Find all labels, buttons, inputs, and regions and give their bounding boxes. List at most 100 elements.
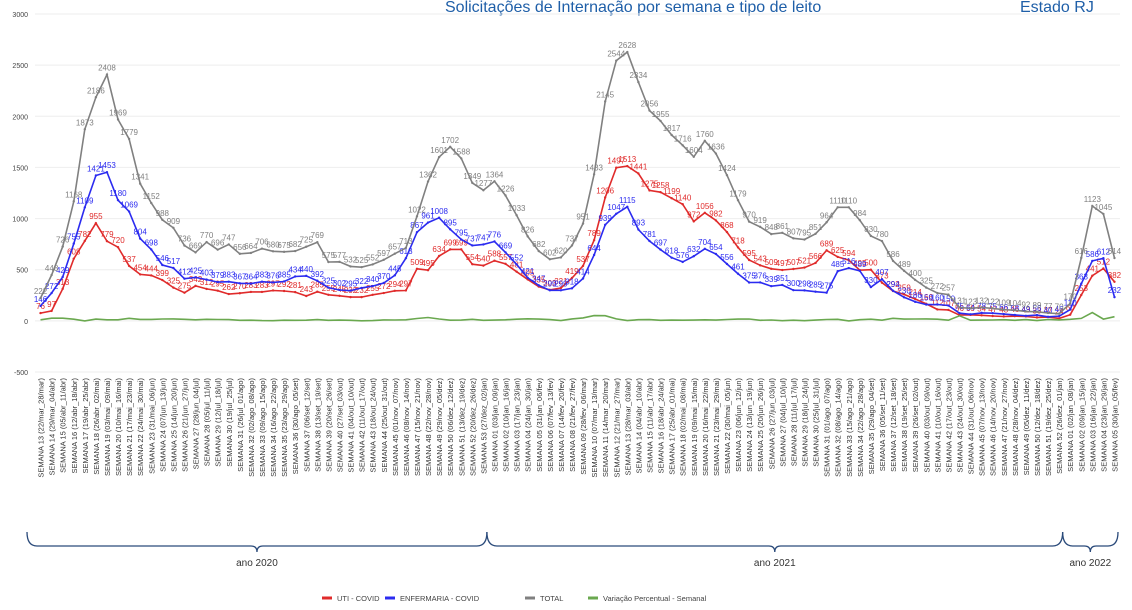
x-tick-label: SEMANA 24 (07/jun_13/jun)	[158, 378, 167, 472]
x-tick-label: SEMANA 34 (22/ago_28/ago)	[856, 378, 865, 477]
point	[448, 248, 452, 251]
x-tick-label: SEMANA 01 (02/jan_08/jan)	[1066, 378, 1075, 472]
point	[448, 228, 452, 231]
value-label: 1069	[120, 201, 138, 210]
point	[238, 252, 242, 255]
legend-label: ENFERMARIA - COVID	[400, 594, 480, 603]
point	[293, 290, 297, 294]
point	[50, 291, 53, 295]
value-label: 351	[776, 274, 790, 283]
value-label: 1779	[120, 128, 138, 137]
point	[792, 288, 795, 292]
y-tick-label: 1000	[12, 217, 28, 224]
value-label: 769	[311, 231, 325, 240]
x-tick-label: SEMANA 41 (04/out_10/out)	[347, 377, 356, 472]
x-tick-label: SEMANA 32 (02/ago_08/ago)	[247, 378, 256, 477]
point	[493, 240, 496, 243]
point	[260, 280, 264, 283]
point	[1057, 317, 1061, 320]
x-tick-label: SEMANA 38 (19/set_25/set)	[900, 378, 909, 472]
value-label: 330	[864, 276, 878, 285]
point	[648, 109, 651, 112]
value-label: 1022	[408, 205, 426, 214]
value-label: 682	[288, 240, 302, 249]
point	[747, 258, 751, 262]
point	[39, 304, 42, 308]
x-tick-label: SEMANA 36 (05/set_11/set)	[878, 378, 887, 472]
value-label: 313	[56, 278, 70, 287]
value-label: 2544	[607, 50, 625, 59]
value-label: 656	[233, 243, 247, 252]
value-label: 1110	[840, 196, 857, 205]
value-label: 868	[720, 221, 734, 230]
value-label: 698	[145, 238, 159, 247]
value-label: 298	[798, 279, 812, 288]
value-label: 782	[78, 230, 92, 239]
point	[714, 152, 718, 155]
series-line	[39, 50, 1116, 315]
value-label: 699	[443, 238, 457, 247]
value-label: 132	[975, 296, 989, 305]
point	[714, 252, 718, 256]
value-label: 275	[178, 282, 192, 291]
value-label: 485	[831, 260, 845, 269]
value-label: 297	[399, 279, 413, 288]
x-tick-label: SEMANA 19 (09/mai_15/mai)	[690, 378, 699, 476]
point	[880, 239, 884, 243]
x-tick-label: SEMANA 43 (18/out_24/out)	[369, 377, 378, 472]
point	[958, 311, 961, 315]
point	[858, 219, 862, 222]
value-label: 47	[988, 305, 997, 314]
point	[747, 281, 751, 284]
value-label: 2628	[618, 41, 636, 50]
point	[902, 296, 906, 299]
value-label: 848	[765, 223, 779, 232]
point	[814, 261, 817, 265]
value-label: 1453	[98, 161, 116, 170]
point	[869, 268, 873, 271]
value-label: 804	[133, 228, 147, 237]
value-label: 1441	[629, 162, 647, 171]
point	[1102, 267, 1105, 270]
value-label: 2145	[596, 90, 614, 99]
value-label: 1362	[419, 171, 437, 180]
point	[725, 174, 729, 177]
value-label: 1123	[1084, 195, 1102, 204]
x-tick-label: SEMANA 10 (07/mar_13/mar)	[590, 378, 599, 478]
point	[515, 263, 518, 266]
value-label: 1275	[641, 179, 659, 188]
point	[127, 137, 131, 141]
point	[460, 238, 463, 241]
point	[847, 258, 850, 262]
x-tick-label: SEMANA 20 (10/mai_16/mai)	[114, 378, 123, 476]
value-label: 2334	[629, 71, 647, 80]
point	[415, 215, 419, 218]
point	[958, 306, 961, 309]
point	[969, 313, 972, 316]
value-label: 292	[277, 280, 291, 289]
value-label: 795	[798, 229, 812, 238]
value-label: 1152	[143, 192, 161, 201]
value-label: 552	[510, 253, 524, 262]
point	[260, 290, 264, 294]
point	[659, 248, 662, 251]
x-tick-label: SEMANA 40 (03/out_09/out)	[922, 377, 931, 472]
series-line	[40, 311, 1115, 322]
legend-label: UTI - COVID	[337, 594, 380, 603]
x-tick-label: SEMANA 30 (25/jul_31/jul)	[812, 377, 821, 466]
value-label: 322	[355, 277, 369, 286]
x-tick-label: SEMANA 14 (29/mar_04/abr)	[48, 378, 57, 476]
point	[437, 155, 441, 159]
point	[1068, 302, 1072, 305]
value-label: 58	[1010, 304, 1019, 313]
point	[659, 190, 662, 194]
value-label: 1349	[463, 172, 481, 181]
point	[1113, 295, 1116, 299]
value-label: 516	[842, 257, 856, 266]
point	[127, 264, 131, 268]
value-label: 425	[189, 266, 203, 275]
point	[504, 262, 507, 266]
value-label: 1115	[619, 196, 636, 205]
point	[980, 306, 983, 309]
x-tick-label: SEMANA 45 (07/nov_13/nov)	[978, 378, 987, 476]
